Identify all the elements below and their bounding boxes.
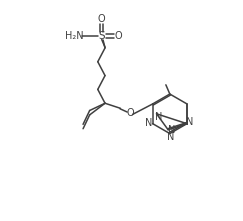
Text: S: S xyxy=(98,31,105,41)
Text: O: O xyxy=(126,108,134,118)
Text: N: N xyxy=(168,125,175,135)
Text: N: N xyxy=(166,132,174,142)
Text: O: O xyxy=(98,14,105,24)
Text: N: N xyxy=(145,118,153,128)
Text: N: N xyxy=(186,117,194,127)
Text: N: N xyxy=(155,112,162,122)
Text: H₂N: H₂N xyxy=(65,31,84,41)
Text: O: O xyxy=(114,31,122,41)
